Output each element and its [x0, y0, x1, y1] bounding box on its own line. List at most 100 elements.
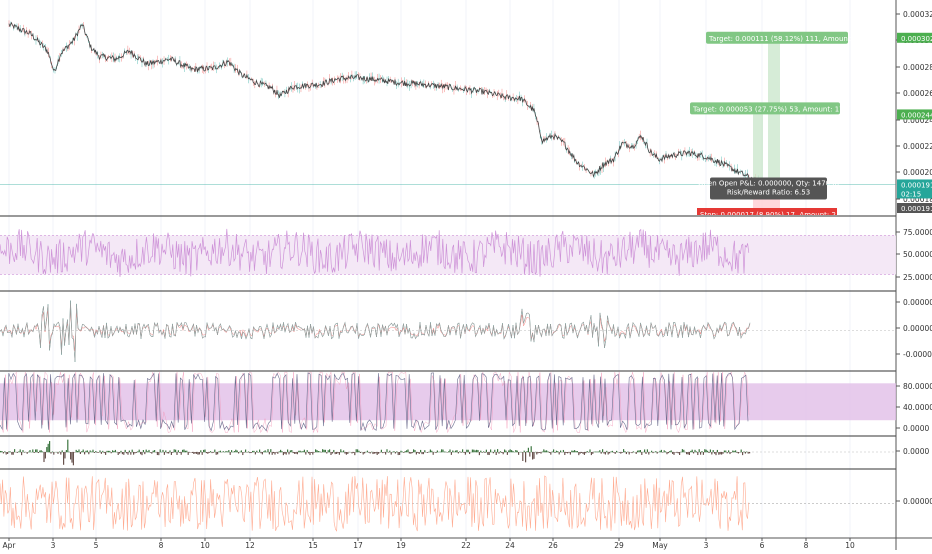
histogram-bar: [472, 450, 473, 453]
time-tick-label: 26: [548, 541, 558, 550]
long-position-tool[interactable]: Target: 0.000111 (58.12%) 111, Amount: 2…: [690, 32, 875, 219]
histogram-bar: [146, 450, 147, 453]
histogram-bar: [679, 452, 680, 455]
histogram-bar: [381, 450, 382, 453]
histogram-bar: [137, 451, 138, 452]
histogram-bar: [710, 450, 711, 453]
histogram-bar: [28, 452, 29, 453]
time-tick-label: 15: [308, 541, 318, 550]
histogram-bar: [370, 452, 371, 453]
histogram-bar: [109, 451, 110, 452]
histogram-bar: [539, 452, 540, 453]
histogram-bar: [196, 452, 197, 454]
indicator-tick-label: 25.0000: [903, 273, 932, 282]
histogram-bar: [402, 452, 403, 453]
histogram-bar: [745, 452, 746, 454]
histogram-bar: [599, 450, 600, 452]
histogram-bar: [274, 452, 275, 455]
histogram-bar: [66, 450, 67, 452]
histogram-bar: [557, 451, 558, 452]
histogram-bar: [403, 452, 404, 453]
histogram-bar: [715, 452, 716, 455]
histogram-bar: [627, 452, 628, 453]
time-tick-label: 3: [704, 541, 709, 550]
histogram-bar: [354, 452, 355, 455]
histogram-bar: [528, 448, 529, 453]
histogram-bar: [389, 451, 390, 453]
histogram-bar: [497, 449, 498, 452]
histogram-bar: [734, 451, 735, 452]
histogram-bar: [671, 450, 672, 452]
histogram-bar: [458, 452, 459, 453]
noise-line: [0, 476, 749, 531]
histogram-bar: [189, 452, 190, 453]
histogram-bar: [312, 452, 313, 455]
histogram-bar: [185, 451, 186, 453]
histogram-bar: [575, 451, 576, 452]
histogram-bar: [127, 452, 128, 455]
time-tick-label: 17: [353, 541, 363, 550]
histogram-bar: [342, 451, 343, 452]
time-tick-label: 24: [505, 541, 515, 550]
histogram-bar: [41, 450, 42, 452]
histogram-bar: [8, 451, 9, 452]
indicator-tick-label: 0.0000: [903, 424, 929, 433]
histogram-bar: [441, 449, 442, 452]
time-tick-label: 19: [396, 541, 406, 550]
histogram-bar: [448, 451, 449, 452]
histogram-bar: [643, 452, 644, 453]
time-tick-label: May: [652, 541, 668, 550]
histogram-bar: [725, 451, 726, 453]
histogram-bar: [749, 452, 750, 453]
histogram-bar: [624, 451, 625, 452]
histogram-bar: [433, 452, 434, 455]
price-marker-label: 0.000302: [901, 35, 932, 43]
histogram-bar: [27, 452, 28, 454]
price-marker-label: 0.000191: [901, 205, 932, 213]
histogram-bar: [613, 452, 614, 453]
histogram-bar: [385, 452, 386, 455]
histogram-bar: [533, 452, 534, 459]
histogram-bar: [690, 451, 691, 452]
histogram-bar: [636, 452, 637, 454]
histogram-bar: [322, 449, 323, 452]
histogram-bar: [728, 450, 729, 452]
histogram-bar: [160, 449, 161, 452]
histogram-bar: [50, 452, 51, 454]
histogram-bar: [246, 452, 247, 453]
position-info-text: Open Open P&L: 0.000000, Qty: 147058: [698, 179, 839, 187]
histogram-bar: [238, 452, 239, 453]
target-label-text: Target: 0.000053 (27.75%) 53, Amount: 17…: [692, 105, 855, 113]
histogram-bar: [494, 450, 495, 453]
histogram-bar: [420, 450, 421, 452]
histogram-bar: [57, 452, 58, 454]
histogram-bar: [134, 452, 135, 453]
histogram-bar: [581, 452, 582, 453]
histogram-bar: [259, 450, 260, 453]
histogram-bar: [644, 449, 645, 452]
histogram-bar: [731, 452, 732, 453]
histogram-bar: [454, 452, 455, 453]
histogram-bar: [570, 452, 571, 455]
histogram-bar: [367, 451, 368, 453]
histogram-bar: [708, 452, 709, 453]
histogram-bar: [701, 451, 702, 452]
histogram-bar: [273, 452, 274, 453]
histogram-bar: [641, 452, 642, 455]
histogram-bar: [195, 452, 196, 454]
histogram-bar: [111, 452, 112, 453]
histogram-bar: [314, 452, 315, 453]
histogram-bar: [563, 450, 564, 452]
histogram-bar: [588, 452, 589, 453]
histogram-bar: [475, 450, 476, 452]
histogram-bar: [633, 451, 634, 452]
price-axis[interactable]: 0.0003200.0003000.0002800.0002600.000240…: [896, 10, 932, 506]
histogram-bar: [244, 452, 245, 453]
histogram-bar: [262, 452, 263, 454]
histogram-bar: [449, 449, 450, 452]
histogram-bar: [384, 452, 385, 453]
